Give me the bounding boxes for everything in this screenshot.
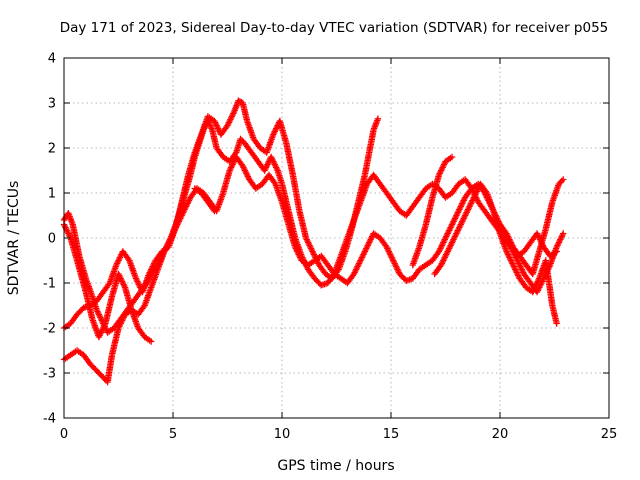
chart-title: Day 171 of 2023, Sidereal Day-to-day VTE… <box>60 20 609 36</box>
x-tick-labels: 0 5 10 15 20 25 <box>60 427 617 442</box>
data-point <box>374 115 382 122</box>
y-tick-label: 4 <box>48 52 56 67</box>
data-point <box>560 176 567 183</box>
y-tick-label: -3 <box>43 367 56 382</box>
x-tick-label: 20 <box>492 427 509 442</box>
y-tick-label: 1 <box>48 187 56 202</box>
x-tick-label: 15 <box>383 427 400 442</box>
y-tick-label: -4 <box>43 412 56 427</box>
y-tick-labels: -4 -3 -2 -1 0 1 2 3 4 <box>43 52 56 427</box>
data-point-fill <box>558 177 565 185</box>
y-tick-label: -1 <box>43 277 56 292</box>
x-tick-label: 0 <box>60 427 68 442</box>
data-point <box>553 320 560 327</box>
data-point <box>148 338 155 345</box>
data-point <box>560 230 567 237</box>
x-tick-label: 25 <box>601 427 618 442</box>
y-axis-label: SDTVAR / TECUs <box>6 181 22 296</box>
y-tick-label: 2 <box>48 142 56 157</box>
y-tick-label: 0 <box>48 232 56 247</box>
x-axis-label: GPS time / hours <box>277 458 394 474</box>
y-tick-label: 3 <box>48 97 56 112</box>
x-tick-label: 5 <box>169 427 177 442</box>
data-point <box>448 153 456 161</box>
axis-ticks <box>63 57 610 419</box>
y-tick-label: -2 <box>43 322 56 337</box>
x-tick-label: 10 <box>274 427 291 442</box>
data-point <box>211 207 218 215</box>
grid-lines <box>64 58 609 418</box>
data-markers <box>60 97 567 386</box>
